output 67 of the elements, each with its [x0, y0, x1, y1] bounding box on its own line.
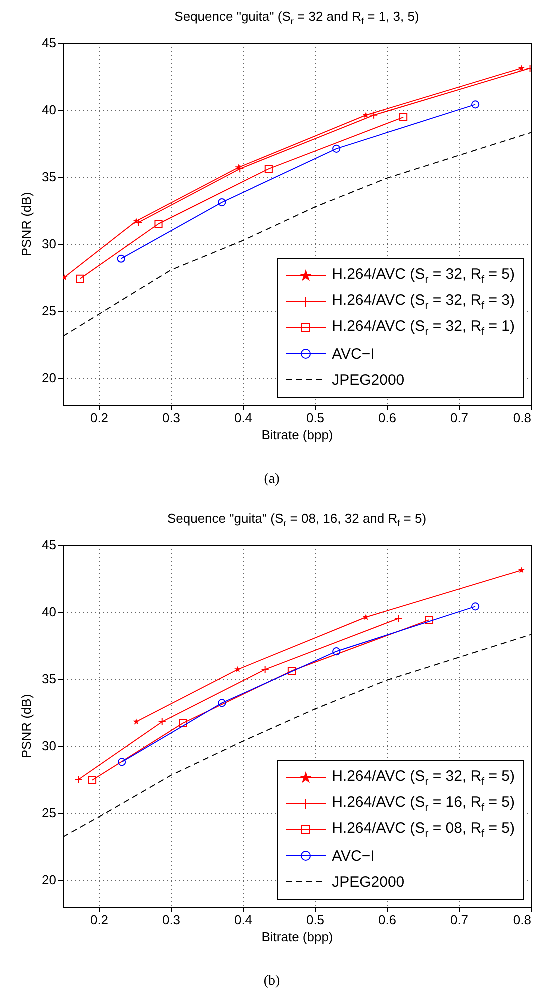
x-tick-label: 0.7 — [450, 912, 469, 928]
point — [472, 100, 480, 109]
point — [179, 719, 188, 728]
x-tick-label: 0.8 — [513, 410, 532, 426]
point — [425, 616, 434, 624]
point — [362, 112, 370, 118]
x-tick-label: 0.6 — [378, 912, 397, 928]
text: (a) — [263, 471, 281, 488]
x-tick-label: 0.5 — [306, 410, 325, 426]
y-tick-label: 30 — [42, 236, 56, 252]
x-tick-label: 0.7 — [450, 410, 469, 426]
y-tick-label: 25 — [42, 304, 56, 319]
point — [518, 64, 525, 72]
point — [400, 113, 408, 122]
y-tick-label: 40 — [42, 102, 56, 118]
point — [362, 614, 370, 620]
point — [288, 666, 296, 676]
point — [332, 144, 341, 153]
legend-label: H.264/AVC (S$_{r}$ = 32, R$_{f}$ = 5) — [332, 768, 515, 788]
legend-label: H.264/AVC (S$_{r}$ = 32, R$_{f}$ = 3) — [332, 292, 515, 312]
point — [518, 566, 525, 574]
x-tick-label: 0.3 — [162, 912, 181, 928]
legend-label: H.264/AVC (S$_{r}$ = 32, R$_{f}$ = 5) — [332, 266, 515, 286]
y-tick-label: 45 — [42, 36, 56, 50]
point — [264, 164, 273, 174]
x-tick-label: 0.5 — [306, 912, 325, 928]
y-axis-title: PSNR (dB) — [19, 694, 34, 759]
y-tick-label: 30 — [42, 738, 56, 754]
x-tick-label: 0.2 — [90, 912, 109, 928]
chart-title: Sequence "guita" (S$_{r}$ = 08, 16, 32 and R$_{f}$ = 5) — [167, 511, 427, 529]
legend-label: AVC−I — [332, 346, 375, 362]
point — [117, 254, 126, 263]
legend-label: H.264/AVC (S$_{r}$ = 16, R$_{f}$ = 5) — [332, 794, 515, 814]
point — [332, 648, 341, 656]
x-tick-label: 0.6 — [378, 410, 397, 426]
point — [218, 198, 226, 207]
x-axis-title: Bitrate (bpp) — [262, 428, 334, 442]
point — [154, 220, 163, 228]
text: (b) — [262, 973, 282, 990]
y-tick-label: 20 — [42, 872, 56, 888]
point — [218, 699, 226, 708]
point — [234, 666, 242, 673]
point — [118, 758, 126, 766]
x-tick-label: 0.2 — [90, 410, 109, 426]
y-tick-label: 35 — [42, 170, 56, 185]
point — [88, 776, 97, 784]
y-tick-label: 35 — [42, 672, 56, 687]
legend-label: H.264/AVC (S$_{r}$ = 32, R$_{f}$ = 1) — [332, 318, 515, 338]
y-tick-label: 40 — [42, 604, 56, 620]
x-tick-label: 0.4 — [234, 410, 253, 426]
x-tick-label: 0.8 — [513, 912, 532, 928]
x-tick-label: 0.3 — [162, 410, 181, 426]
chart-title: Sequence "guita" (S$_{r}$ = 32 and R$_{f}$ = 1, 3, 5) — [174, 9, 420, 27]
point — [472, 602, 480, 611]
y-tick-label: 20 — [42, 370, 56, 386]
y-axis-title: PSNR (dB) — [19, 192, 34, 257]
point — [133, 718, 140, 725]
legend-label: JPEG2000 — [332, 874, 405, 890]
legend-label: H.264/AVC (S$_{r}$ = 08, R$_{f}$ = 5) — [332, 820, 515, 840]
y-tick-label: 25 — [42, 806, 56, 821]
legend-label: AVC−I — [332, 848, 375, 864]
x-axis-title: Bitrate (bpp) — [262, 930, 334, 944]
y-tick-label: 45 — [42, 538, 56, 552]
legend-label: JPEG2000 — [332, 372, 405, 388]
point — [236, 164, 244, 174]
point — [76, 274, 84, 284]
x-tick-label: 0.4 — [234, 912, 253, 928]
